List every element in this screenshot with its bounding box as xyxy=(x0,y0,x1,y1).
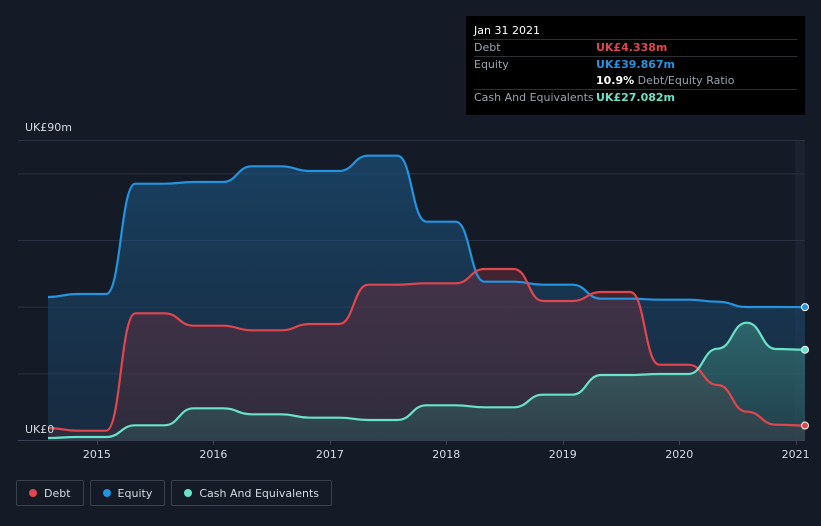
x-axis-labels: 2015 2016 2017 2018 2019 2020 2021 xyxy=(83,448,810,461)
y-tick-label: UK£90m xyxy=(25,121,72,134)
tooltip-ratio-label: Debt/Equity Ratio xyxy=(637,74,735,87)
plot-background-future xyxy=(795,140,805,440)
x-tick-label: 2018 xyxy=(432,448,460,461)
x-tick-label: 2017 xyxy=(316,448,344,461)
x-tick-label: 2016 xyxy=(199,448,227,461)
series-lines xyxy=(47,154,806,440)
legend-item-equity[interactable]: Equity xyxy=(89,480,166,506)
equity-endpoint xyxy=(801,303,809,312)
tooltip-debt-label: Debt xyxy=(474,41,501,54)
legend-dot-equity xyxy=(102,489,111,497)
cash-area xyxy=(48,322,805,440)
y-axis-labels: UK£90m UK£0 xyxy=(25,121,72,436)
tooltip-ratio-value: 10.9% xyxy=(596,74,635,87)
tooltip-date: Jan 31 2021 xyxy=(474,24,540,37)
y-tick-label: UK£0 xyxy=(25,423,54,436)
tooltip-panel: Jan 31 2021 Debt UK£4.338m Equity UK£39.… xyxy=(466,16,805,115)
cash-line xyxy=(47,321,806,440)
tooltip-equity-value: UK£39.867m xyxy=(596,58,676,71)
tooltip-cash-label: Cash And Equivalents xyxy=(474,91,594,104)
legend-dot-debt xyxy=(29,489,37,497)
x-tick-label: 2021 xyxy=(782,448,810,461)
chart-legend: Debt Equity Cash And Equivalents xyxy=(16,480,332,506)
legend-item-cash[interactable]: Cash And Equivalents xyxy=(171,480,332,506)
legend-dot-cash xyxy=(184,489,193,497)
tooltip-equity-label: Equity xyxy=(474,58,509,71)
debt-line xyxy=(47,267,806,432)
x-tick-label: 2019 xyxy=(549,448,577,461)
series-areas xyxy=(48,155,805,440)
legend-label-debt: Debt xyxy=(44,486,71,500)
series-endpoints xyxy=(801,303,809,430)
legend-label-equity: Equity xyxy=(117,486,153,500)
tooltip-cash-value: UK£27.082m xyxy=(596,91,676,104)
x-tick-label: 2015 xyxy=(83,448,111,461)
legend-item-debt[interactable]: Debt xyxy=(16,480,84,506)
debt-endpoint xyxy=(801,421,809,430)
x-tick-label: 2020 xyxy=(665,448,693,461)
tooltip-debt-value: UK£4.338m xyxy=(596,41,668,54)
cash-endpoint xyxy=(801,345,809,354)
equity-line xyxy=(47,154,806,309)
legend-label-cash: Cash And Equivalents xyxy=(199,486,319,500)
